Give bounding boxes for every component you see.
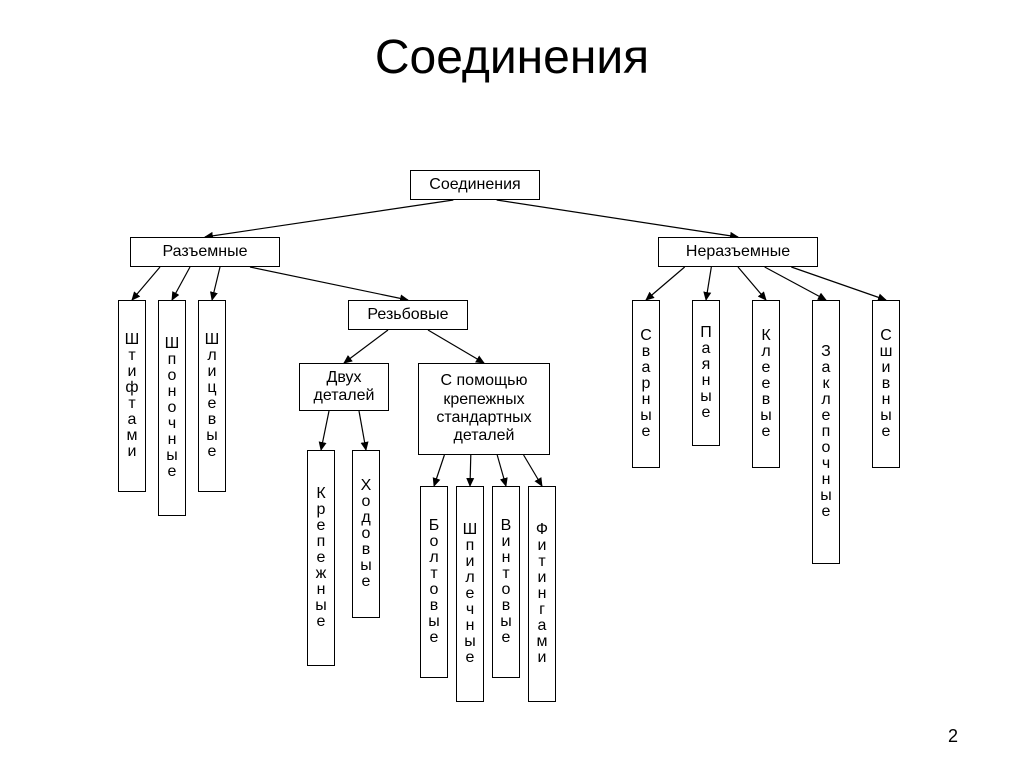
node-svar-label: Сварные bbox=[640, 328, 652, 440]
node-permanent-label: Неразъемные bbox=[686, 243, 790, 261]
node-hod: Ходовые bbox=[352, 450, 380, 618]
node-shlic-label: Шлицевые bbox=[205, 332, 220, 460]
node-detachable: Разъемные bbox=[130, 237, 280, 267]
edge-permanent-to-svar bbox=[646, 267, 685, 300]
node-fiting: Фитингами bbox=[528, 486, 556, 702]
edge-detachable-to-threaded bbox=[250, 267, 408, 300]
edge-permanent-to-kleev bbox=[738, 267, 766, 300]
edge-detachable-to-shpon bbox=[172, 267, 190, 300]
node-hod-label: Ходовые bbox=[360, 478, 372, 590]
node-krep-label: Крепежные bbox=[315, 486, 327, 630]
node-vint: Винтовые bbox=[492, 486, 520, 678]
node-shpil-label: Шпилечные bbox=[463, 522, 478, 666]
edge-twoparts-to-krep bbox=[321, 411, 329, 450]
node-threaded-label: Резьбовые bbox=[367, 306, 448, 324]
edge-threaded-to-stdparts bbox=[428, 330, 484, 363]
node-krep: Крепежные bbox=[307, 450, 335, 666]
edge-permanent-to-payan bbox=[706, 267, 711, 300]
edge-twoparts-to-hod bbox=[359, 411, 366, 450]
node-bolt-label: Болтовые bbox=[428, 518, 440, 646]
node-shtift-label: Штифтами bbox=[125, 332, 140, 460]
node-zakl: Заклепочные bbox=[812, 300, 840, 564]
node-stdparts: С помощьюкрепежныхстандартныхдеталей bbox=[418, 363, 550, 455]
node-fiting-label: Фитингами bbox=[536, 522, 548, 666]
node-kleev: Клеевые bbox=[752, 300, 780, 468]
edge-root-to-detachable bbox=[205, 200, 453, 237]
node-root-label: Соединения bbox=[429, 176, 520, 194]
node-twoparts-label: Двухдеталей bbox=[314, 369, 375, 406]
node-shpon: Шпоночные bbox=[158, 300, 186, 516]
node-svar: Сварные bbox=[632, 300, 660, 468]
node-shlic: Шлицевые bbox=[198, 300, 226, 492]
edge-permanent-to-sshiv bbox=[791, 267, 886, 300]
node-payan-label: Паяные bbox=[700, 325, 712, 421]
node-sshiv: Сшивные bbox=[872, 300, 900, 468]
node-vint-label: Винтовые bbox=[500, 518, 512, 646]
edge-stdparts-to-fiting bbox=[524, 455, 542, 486]
edge-stdparts-to-vint bbox=[497, 455, 506, 486]
edge-permanent-to-zakl bbox=[765, 267, 826, 300]
node-permanent: Неразъемные bbox=[658, 237, 818, 267]
node-zakl-label: Заклепочные bbox=[820, 344, 832, 520]
node-root: Соединения bbox=[410, 170, 540, 200]
edge-stdparts-to-bolt bbox=[434, 455, 444, 486]
node-twoparts: Двухдеталей bbox=[299, 363, 389, 411]
edge-detachable-to-shtift bbox=[132, 267, 160, 300]
page-title: Соединения bbox=[0, 30, 1024, 85]
edge-root-to-permanent bbox=[497, 200, 738, 237]
edge-threaded-to-twoparts bbox=[344, 330, 388, 363]
node-threaded: Резьбовые bbox=[348, 300, 468, 330]
node-detachable-label: Разъемные bbox=[163, 243, 248, 261]
node-bolt: Болтовые bbox=[420, 486, 448, 678]
node-shpon-label: Шпоночные bbox=[165, 336, 180, 480]
node-shpil: Шпилечные bbox=[456, 486, 484, 702]
edge-stdparts-to-shpil bbox=[470, 455, 471, 486]
node-stdparts-label: С помощьюкрепежныхстандартныхдеталей bbox=[436, 372, 531, 446]
edge-detachable-to-shlic bbox=[212, 267, 220, 300]
node-sshiv-label: Сшивные bbox=[880, 328, 893, 440]
node-kleev-label: Клеевые bbox=[760, 328, 772, 440]
node-payan: Паяные bbox=[692, 300, 720, 446]
page-number: 2 bbox=[948, 726, 958, 747]
node-shtift: Штифтами bbox=[118, 300, 146, 492]
